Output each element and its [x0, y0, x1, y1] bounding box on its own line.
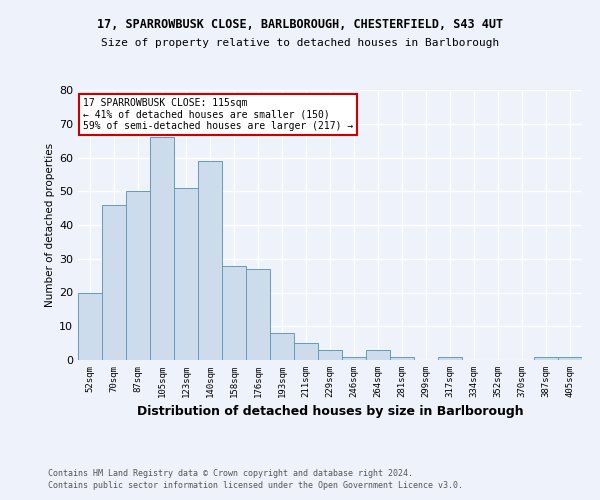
Bar — [318, 350, 342, 360]
Bar — [270, 333, 294, 360]
Bar — [102, 205, 126, 360]
Bar — [390, 356, 414, 360]
Bar — [246, 269, 270, 360]
Bar — [198, 161, 222, 360]
X-axis label: Distribution of detached houses by size in Barlborough: Distribution of detached houses by size … — [137, 406, 523, 418]
Bar — [78, 292, 102, 360]
Text: Contains HM Land Registry data © Crown copyright and database right 2024.: Contains HM Land Registry data © Crown c… — [48, 468, 413, 477]
Bar — [126, 191, 150, 360]
Bar — [342, 356, 366, 360]
Bar — [174, 188, 198, 360]
Text: 17 SPARROWBUSK CLOSE: 115sqm
← 41% of detached houses are smaller (150)
59% of s: 17 SPARROWBUSK CLOSE: 115sqm ← 41% of de… — [83, 98, 353, 132]
Text: 17, SPARROWBUSK CLOSE, BARLBOROUGH, CHESTERFIELD, S43 4UT: 17, SPARROWBUSK CLOSE, BARLBOROUGH, CHES… — [97, 18, 503, 30]
Bar — [366, 350, 390, 360]
Bar — [222, 266, 246, 360]
Bar — [438, 356, 462, 360]
Bar — [294, 343, 318, 360]
Y-axis label: Number of detached properties: Number of detached properties — [45, 143, 55, 307]
Text: Contains public sector information licensed under the Open Government Licence v3: Contains public sector information licen… — [48, 481, 463, 490]
Bar — [150, 137, 174, 360]
Text: Size of property relative to detached houses in Barlborough: Size of property relative to detached ho… — [101, 38, 499, 48]
Bar — [558, 356, 582, 360]
Bar — [534, 356, 558, 360]
